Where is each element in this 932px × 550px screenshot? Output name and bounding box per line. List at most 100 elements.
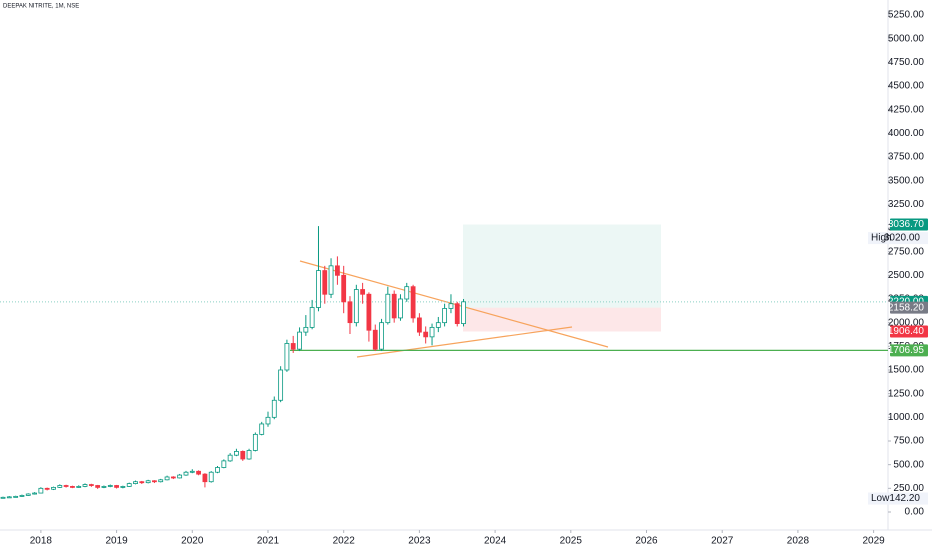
price-label-box (890, 344, 928, 357)
candle-body (13, 495, 19, 498)
x-tick-label: 2024 (484, 536, 507, 547)
x-tick-label: 2027 (711, 536, 734, 547)
chart-title: DEEPAK NITRITE, 1M, NSE (3, 4, 79, 10)
candle-body (76, 486, 82, 488)
candle-body (360, 289, 366, 295)
price-label-box (890, 301, 928, 314)
x-tick-label: 2022 (333, 536, 356, 547)
candle-body (309, 307, 315, 328)
y-tick-label: 3750.00 (888, 152, 925, 163)
candle-body (170, 476, 176, 479)
x-tick-label: 2025 (560, 536, 583, 547)
candle-body (183, 471, 189, 476)
y-tick-label: 750.00 (893, 436, 924, 447)
y-tick-label: 4250.00 (888, 104, 925, 115)
y-tick-label: 250.00 (893, 483, 924, 494)
candle-body (454, 303, 460, 324)
profit-zone (463, 224, 661, 308)
candle-body (391, 293, 397, 319)
y-tick-label: 4500.00 (888, 81, 925, 92)
candle-body (44, 487, 50, 490)
extreme-box (868, 232, 928, 245)
price-label: 2158.20 (888, 302, 925, 313)
candle-body (57, 485, 63, 488)
candle-body (158, 479, 164, 483)
long-position-tool (463, 224, 661, 332)
x-tick-label: 2029 (862, 536, 885, 547)
candle-body (221, 460, 227, 468)
candle-body (398, 298, 403, 319)
candle-body (227, 454, 233, 462)
candle-body (265, 416, 271, 425)
candle-body (341, 274, 347, 303)
candle-body (246, 450, 252, 460)
candle-body (316, 270, 321, 308)
candle-body (353, 289, 359, 324)
x-tick-label: 2028 (787, 536, 810, 547)
extreme-name: Low (871, 493, 890, 504)
x-tick-label: 2023 (408, 536, 431, 547)
candle-body (107, 485, 113, 487)
candle-body (82, 484, 88, 487)
y-tick-label: 1500.00 (888, 365, 925, 376)
candle-body (335, 265, 340, 276)
x-tick-label: 2019 (105, 536, 128, 547)
trend-line (299, 260, 609, 348)
y-tick-label: 500.00 (893, 459, 924, 470)
candle-body (19, 495, 25, 497)
y-tick-label: 5250.00 (888, 10, 925, 21)
candle-body (164, 476, 170, 481)
candle-body (240, 451, 246, 460)
candle-body (366, 293, 372, 331)
candle-body (70, 486, 75, 488)
candle-body (139, 481, 145, 484)
candle-body (145, 480, 151, 484)
candle-body (6, 496, 12, 499)
y-tick-label: 0.00 (905, 507, 925, 518)
extreme-value: 142.20 (889, 493, 920, 504)
y-tick-label: 2750.00 (888, 246, 925, 257)
candle-body (416, 317, 422, 333)
price-label-box (890, 218, 928, 231)
x-tick-label: 2026 (635, 536, 658, 547)
y-tick-label: 2000.00 (888, 317, 925, 328)
candle-body (88, 484, 94, 486)
price-label: 1906.40 (888, 326, 925, 337)
candle-body (448, 303, 454, 309)
candle-body (442, 308, 448, 324)
candle-body (95, 485, 101, 488)
candle-body (385, 293, 391, 324)
trend-line (356, 326, 573, 358)
candle-body (423, 331, 429, 338)
candle-body (328, 265, 334, 295)
candle-body (278, 369, 284, 401)
y-tick-label: 3250.00 (888, 199, 925, 210)
candle-body (234, 451, 239, 456)
price-label-box (890, 325, 928, 338)
y-tick-label: 1250.00 (888, 388, 925, 399)
candle-body (461, 301, 466, 324)
loss-zone (463, 307, 661, 332)
candle-body (322, 270, 328, 295)
extreme-name: High (871, 233, 892, 244)
candle-body (259, 423, 265, 435)
y-tick-label: 2500.00 (888, 270, 925, 281)
y-tick-label: 4000.00 (888, 128, 925, 139)
extreme-box (868, 492, 928, 505)
candle-body (152, 480, 157, 483)
candle-body (297, 331, 302, 350)
candle-body (126, 483, 132, 487)
candle-body (379, 322, 384, 350)
candle-body (120, 486, 126, 488)
candle-body (0, 496, 6, 499)
candle-body (133, 481, 138, 484)
y-tick-label: 4750.00 (888, 57, 925, 68)
candle-body (189, 470, 195, 473)
x-tick-label: 2020 (181, 536, 204, 547)
x-tick-label: 2018 (30, 536, 53, 547)
candle-body (284, 343, 290, 371)
candle-body (25, 493, 31, 496)
candle-body (196, 470, 201, 475)
candle-body (38, 487, 44, 494)
candle-body (32, 492, 37, 495)
